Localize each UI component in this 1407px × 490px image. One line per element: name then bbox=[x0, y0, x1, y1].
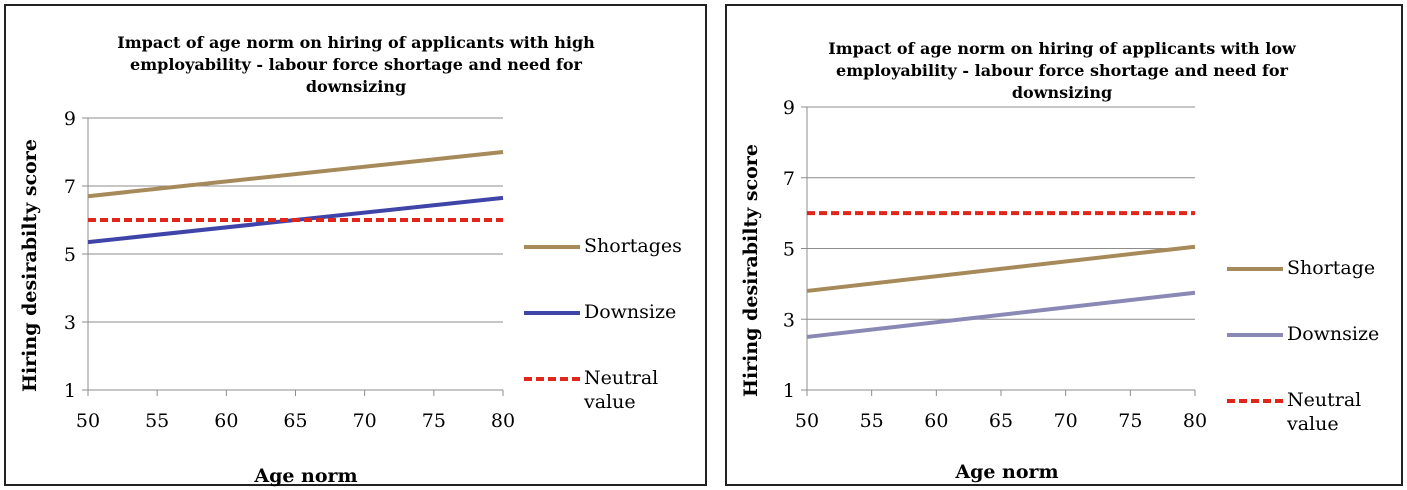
legend-swatch bbox=[1227, 390, 1283, 412]
x-tick-label: 50 bbox=[76, 410, 100, 432]
x-tick-label: 70 bbox=[1054, 410, 1078, 432]
legend-label: Neutral value bbox=[1287, 389, 1362, 435]
x-tick-label: 80 bbox=[1183, 410, 1207, 432]
chart-title: Impact of age norm on hiring of applican… bbox=[828, 39, 1296, 102]
x-tick-label: 55 bbox=[860, 410, 884, 432]
legend-swatch bbox=[1227, 324, 1283, 346]
y-tick-label: 7 bbox=[64, 176, 76, 198]
legend-swatch bbox=[524, 368, 580, 390]
x-tick-label: 60 bbox=[924, 410, 948, 432]
y-axis-title: Hiring desirabilty score bbox=[19, 139, 41, 392]
legend-swatch bbox=[524, 302, 580, 324]
x-tick-label: 75 bbox=[1118, 410, 1142, 432]
series-line-shortage bbox=[806, 244, 1196, 293]
legend-item-neutral-value: Neutral value bbox=[1227, 389, 1367, 436]
x-tick-label: 50 bbox=[795, 410, 819, 432]
legend-label: Downsize bbox=[584, 301, 677, 323]
plot-area: 1 3 5 7 9 50 55 60 65 70 75 80 bbox=[64, 108, 515, 432]
legend-swatch bbox=[524, 236, 580, 258]
y-tick-label: 5 bbox=[64, 244, 76, 266]
legend-item-downsize: Downsize bbox=[1227, 323, 1380, 346]
y-tick-label: 1 bbox=[783, 380, 795, 402]
legend-label: Downsize bbox=[1287, 323, 1380, 345]
legend-item-neutral-value: Neutral value bbox=[524, 367, 664, 414]
y-axis-title: Hiring desirabilty score bbox=[740, 144, 762, 397]
plot-area: 1 3 5 7 9 50 55 60 65 70 75 80 bbox=[783, 97, 1207, 432]
y-tick-label: 1 bbox=[64, 380, 76, 402]
chart-title: Impact of age norm on hiring of applican… bbox=[117, 33, 595, 96]
legend-label: Shortage bbox=[1287, 257, 1376, 279]
x-tick-label: 60 bbox=[214, 410, 238, 432]
y-tick-label: 9 bbox=[783, 97, 795, 119]
x-axis-title: Age norm bbox=[955, 461, 1059, 483]
x-tick-label: 65 bbox=[283, 410, 307, 432]
series-line-downsize bbox=[806, 290, 1196, 339]
x-tick-label: 55 bbox=[145, 410, 169, 432]
y-tick-label: 5 bbox=[783, 239, 795, 261]
y-tick-label: 3 bbox=[783, 309, 795, 331]
legend-item-shortage: Shortage bbox=[1227, 257, 1376, 280]
y-tick-label: 9 bbox=[64, 108, 76, 130]
y-tick-label: 3 bbox=[64, 312, 76, 334]
chart-panel-left: Impact of age norm on hiring of applican… bbox=[4, 4, 707, 487]
x-tick-label: 70 bbox=[353, 410, 377, 432]
x-tick-label: 65 bbox=[989, 410, 1013, 432]
legend-item-downsize: Downsize bbox=[524, 301, 677, 324]
x-axis-title: Age norm bbox=[254, 465, 358, 487]
chart-panel-right: Impact of age norm on hiring of applican… bbox=[725, 4, 1403, 486]
legend-label: Shortages bbox=[584, 235, 682, 257]
legend-swatch bbox=[1227, 258, 1283, 280]
legend-label: Neutral value bbox=[584, 367, 659, 413]
x-tick-label: 75 bbox=[422, 410, 446, 432]
y-tick-label: 7 bbox=[783, 168, 795, 190]
series-line-shortages bbox=[87, 150, 504, 199]
legend-item-shortages: Shortages bbox=[524, 235, 682, 258]
x-tick-label: 80 bbox=[491, 410, 515, 432]
